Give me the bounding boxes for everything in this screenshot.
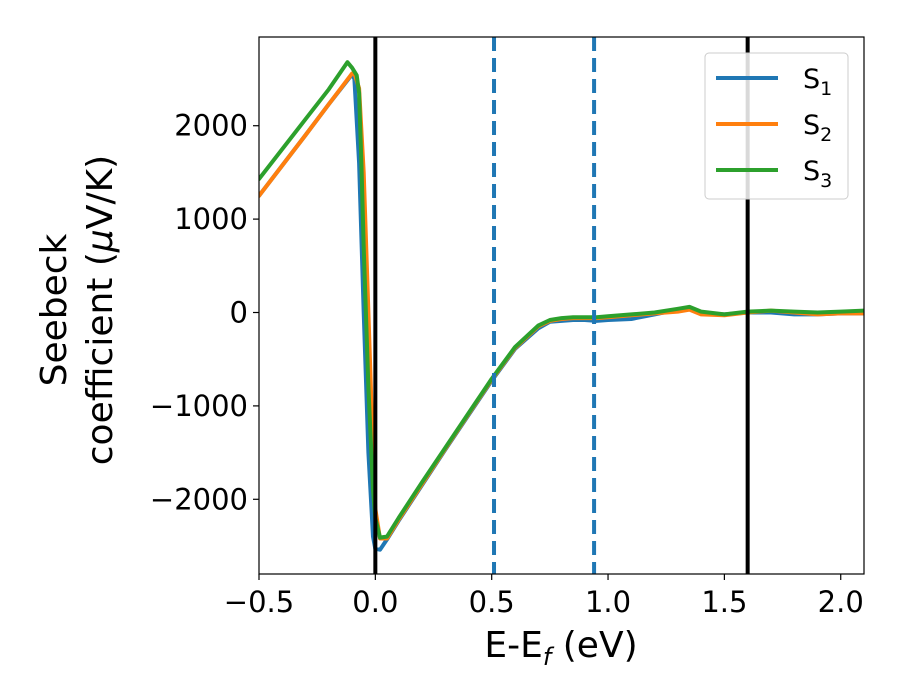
legend-label-s2: S2 [803, 110, 832, 146]
series-line-s3 [259, 60, 864, 540]
x-axis-label: E-Ef (eV) [484, 625, 637, 671]
plot-frame [258, 36, 865, 575]
legend-label-s1: S1 [803, 64, 832, 100]
legend: S1 S2 S3 [704, 52, 849, 200]
y-axis-label: Seebeck coefficient (μV/K) [34, 155, 121, 465]
y-tick-label: 2000 [174, 109, 248, 143]
x-tick-label: −0.5 [224, 585, 294, 619]
y-tick-label: −1000 [150, 389, 248, 423]
y-tick-label: 0 [230, 296, 248, 330]
x-tick-label: 1.0 [585, 585, 631, 619]
y-axis-label-line2: coefficient (μV/K) [80, 155, 121, 465]
y-tick-label: −2000 [150, 482, 248, 516]
x-tick-label: 1.5 [701, 585, 747, 619]
x-axis-ticks: −0.5 0.0 0.5 1.0 1.5 2.0 [224, 574, 864, 619]
series-layer [259, 60, 864, 552]
y-axis-label-line1: Seebeck [34, 233, 75, 386]
x-tick-label: 2.0 [818, 585, 864, 619]
vertical-lines [373, 37, 750, 574]
y-axis-ticks: −2000 −1000 0 1000 2000 [150, 109, 259, 516]
legend-label-s3: S3 [803, 156, 832, 192]
y-tick-label: 1000 [174, 202, 248, 236]
x-tick-label: 0.5 [469, 585, 515, 619]
x-tick-label: 0.0 [352, 585, 398, 619]
